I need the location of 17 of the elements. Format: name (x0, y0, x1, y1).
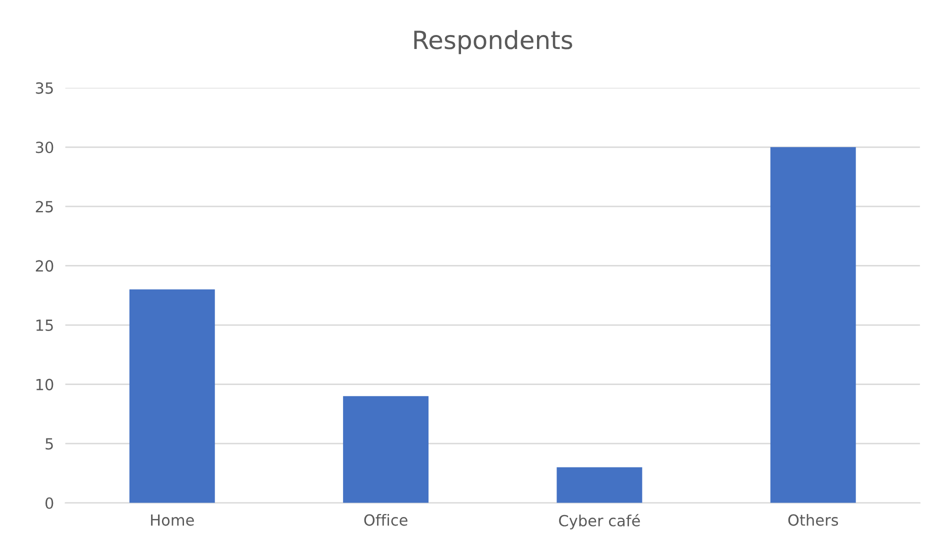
bar (129, 289, 215, 503)
y-tick-label: 35 (36, 82, 53, 94)
bar (556, 467, 642, 503)
y-tick-label: 10 (36, 378, 54, 390)
y-tick-label: 30 (36, 142, 54, 154)
bar (343, 396, 429, 503)
bar (770, 147, 856, 503)
y-tick-label: 5 (46, 438, 53, 450)
chart-title: Respondents (414, 30, 572, 54)
x-tick-label: Cyber café (559, 514, 640, 530)
y-tick-label: 20 (36, 260, 54, 272)
y-tick-label: 15 (36, 320, 53, 332)
y-tick-label: 0 (45, 497, 54, 509)
x-tick-label: Home (151, 514, 194, 526)
y-tick-label: 25 (36, 200, 53, 212)
x-tick-label: Office (364, 514, 408, 526)
x-tick-label: Others (788, 514, 838, 526)
